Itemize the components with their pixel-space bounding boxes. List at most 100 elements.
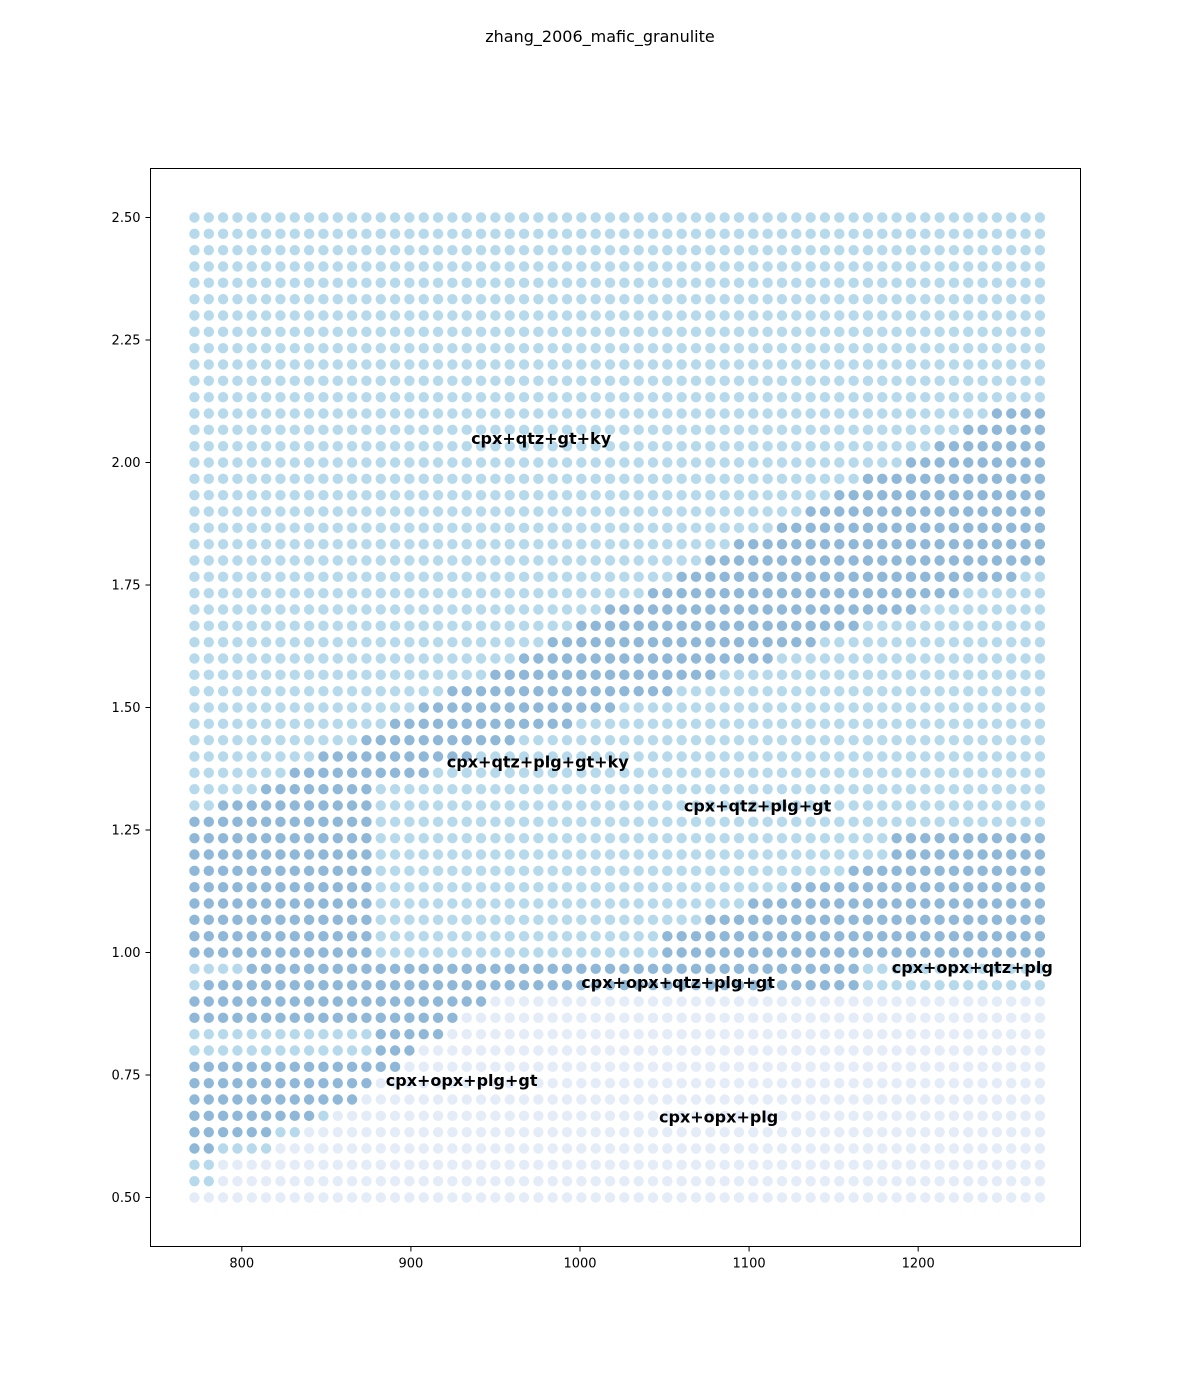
scatter-point: [533, 359, 544, 370]
scatter-point: [404, 816, 415, 828]
scatter-point: [1034, 1175, 1046, 1187]
scatter-point: [361, 865, 372, 877]
scatter-point: [633, 751, 644, 762]
scatter-point: [1034, 375, 1046, 387]
scatter-point: [963, 881, 974, 893]
scatter-point: [518, 718, 530, 730]
scatter-point: [776, 310, 788, 321]
scatter-point: [662, 473, 673, 485]
scatter-point: [418, 1192, 429, 1203]
scatter-point: [762, 1028, 773, 1040]
scatter-point: [848, 1159, 859, 1171]
scatter-point: [805, 391, 816, 403]
scatter-point: [719, 1061, 730, 1073]
scatter-point: [260, 261, 272, 272]
scatter-point: [762, 930, 773, 942]
scatter-point: [533, 849, 544, 860]
scatter-point: [490, 212, 501, 223]
scatter-point: [977, 359, 988, 370]
scatter-point: [619, 963, 630, 975]
scatter-point: [533, 244, 544, 256]
scatter-point: [404, 457, 415, 468]
scatter-point: [705, 800, 716, 811]
scatter-point: [776, 424, 788, 436]
scatter-point: [791, 342, 802, 354]
scatter-point: [604, 1126, 616, 1138]
scatter-point: [633, 293, 644, 305]
scatter-point: [805, 1094, 816, 1105]
scatter-point: [934, 359, 945, 370]
scatter-point: [461, 359, 472, 370]
scatter-point: [303, 244, 315, 256]
scatter-point: [447, 375, 458, 387]
scatter-point: [604, 1045, 616, 1056]
scatter-point: [432, 506, 444, 517]
scatter-point: [991, 1012, 1003, 1024]
scatter-point: [504, 244, 515, 256]
scatter-point: [504, 359, 515, 370]
scatter-point: [590, 979, 601, 991]
scatter-point: [877, 1126, 888, 1138]
scatter-point: [690, 636, 702, 648]
scatter-point: [905, 212, 917, 223]
scatter-point: [676, 473, 687, 485]
scatter-point: [619, 1094, 630, 1105]
scatter-point: [877, 979, 888, 991]
scatter-point: [647, 751, 659, 762]
scatter-point: [203, 718, 214, 730]
scatter-point: [404, 293, 415, 305]
scatter-point: [977, 1110, 988, 1122]
scatter-point: [920, 702, 931, 713]
scatter-point: [1034, 800, 1046, 811]
scatter-point: [418, 1028, 429, 1040]
scatter-point: [604, 473, 616, 485]
scatter-point: [490, 359, 501, 370]
scatter-point: [275, 391, 286, 403]
scatter-point: [862, 571, 874, 583]
scatter-point: [232, 996, 243, 1007]
scatter-point: [203, 440, 214, 452]
scatter-point: [318, 1028, 329, 1040]
scatter-point: [719, 914, 730, 926]
scatter-point: [791, 310, 802, 321]
scatter-point: [733, 1159, 745, 1171]
scatter-point: [447, 1028, 458, 1040]
scatter-point: [991, 1028, 1003, 1040]
scatter-point: [963, 914, 974, 926]
scatter-point: [891, 212, 902, 223]
scatter-point: [533, 898, 544, 909]
scatter-point: [361, 898, 372, 909]
scatter-point: [275, 930, 286, 942]
scatter-point: [647, 522, 659, 534]
scatter-point: [705, 1061, 716, 1073]
scatter-point: [690, 1045, 702, 1056]
scatter-point: [705, 212, 716, 223]
scatter-point: [475, 767, 487, 779]
scatter-point: [662, 1077, 673, 1089]
scatter-point: [920, 457, 931, 468]
scatter-point: [490, 881, 501, 893]
scatter-point: [963, 604, 974, 615]
scatter-point: [776, 1061, 788, 1073]
scatter-point: [332, 424, 343, 436]
scatter-point: [834, 391, 845, 403]
scatter-point: [533, 669, 544, 681]
scatter-point: [561, 996, 573, 1007]
scatter-point: [862, 947, 874, 958]
scatter-point: [518, 881, 530, 893]
scatter-point: [690, 359, 702, 370]
scatter-point: [991, 849, 1003, 860]
scatter-point: [346, 1192, 358, 1203]
scatter-point: [576, 881, 587, 893]
scatter-point: [461, 261, 472, 272]
scatter-point: [733, 555, 745, 566]
scatter-point: [963, 1175, 974, 1187]
scatter-point: [289, 636, 300, 648]
scatter-point: [590, 653, 601, 664]
scatter-point: [762, 1110, 773, 1122]
scatter-point: [791, 538, 802, 550]
scatter-point: [303, 1028, 315, 1040]
scatter-point: [719, 620, 730, 632]
scatter-point: [275, 261, 286, 272]
scatter-point: [877, 555, 888, 566]
